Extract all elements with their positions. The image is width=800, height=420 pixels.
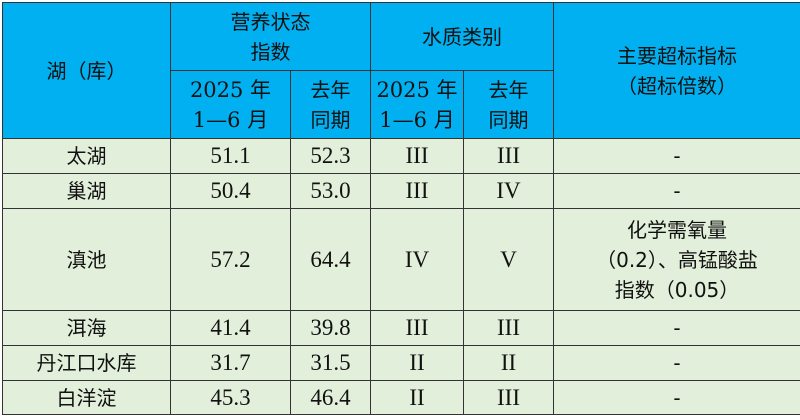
header-tsi-last: 去年同期 (291, 71, 371, 139)
exceed-indicator: - (554, 311, 800, 346)
lake-name: 白洋淀 (3, 381, 171, 415)
header-exceed: 主要超标指标（超标倍数） (554, 3, 800, 139)
tsi-last: 53.0 (291, 174, 371, 209)
lake-name: 洱海 (3, 311, 171, 346)
lake-name: 巢湖 (3, 174, 171, 209)
class-last: III (464, 381, 554, 415)
tsi-last: 46.4 (291, 381, 371, 415)
class-last: II (464, 346, 554, 381)
tsi-current: 50.4 (171, 174, 291, 209)
class-current: III (371, 174, 464, 209)
tsi-current: 41.4 (171, 311, 291, 346)
class-current: III (371, 139, 464, 174)
exceed-indicator: - (554, 381, 800, 415)
class-last: III (464, 139, 554, 174)
tsi-last: 31.5 (291, 346, 371, 381)
header-water-class: 水质类别 (371, 3, 554, 71)
lake-name: 丹江口水库 (3, 346, 171, 381)
tsi-current: 51.1 (171, 139, 291, 174)
header-lake: 湖（库） (3, 3, 171, 139)
tsi-last: 52.3 (291, 139, 371, 174)
exceed-indicator: 化学需氧量（0.2）、高锰酸盐指数（0.05） (554, 209, 800, 311)
exceed-indicator: - (554, 346, 800, 381)
class-current: II (371, 381, 464, 415)
lake-name: 太湖 (3, 139, 171, 174)
tsi-current: 31.7 (171, 346, 291, 381)
tsi-current: 57.2 (171, 209, 291, 311)
class-current: IV (371, 209, 464, 311)
exceed-indicator: - (554, 139, 800, 174)
class-current: III (371, 311, 464, 346)
tsi-last: 64.4 (291, 209, 371, 311)
class-last: IV (464, 174, 554, 209)
header-tsi: 营养状态指数 (171, 3, 371, 71)
class-current: II (371, 346, 464, 381)
lake-name: 滇池 (3, 209, 171, 311)
tsi-last: 39.8 (291, 311, 371, 346)
tsi-current: 45.3 (171, 381, 291, 415)
exceed-indicator: - (554, 174, 800, 209)
class-last: V (464, 209, 554, 311)
header-class-last: 去年同期 (464, 71, 554, 139)
class-last: III (464, 311, 554, 346)
